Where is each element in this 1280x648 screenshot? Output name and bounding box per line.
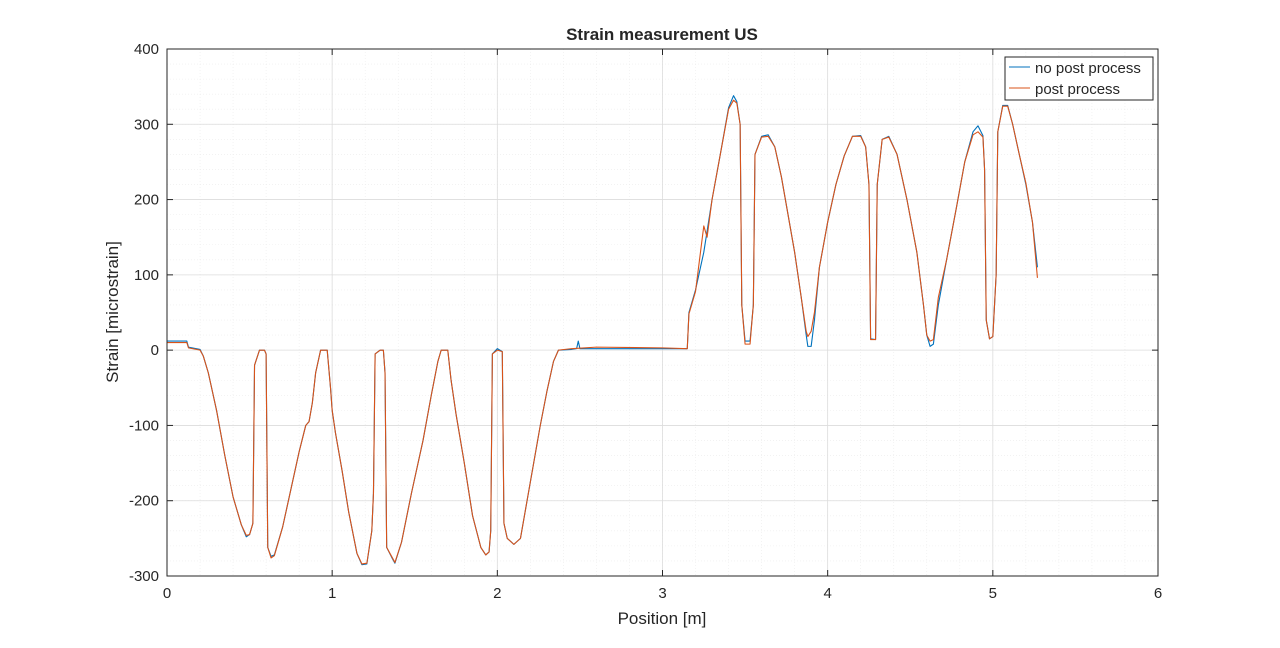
series-layer xyxy=(167,95,1038,566)
y-tick-label: 0 xyxy=(151,342,159,359)
x-tick-label: 3 xyxy=(658,585,666,602)
x-tick-labels: 0 1 2 3 4 5 6 xyxy=(163,585,1162,602)
x-tick-label: 6 xyxy=(1154,585,1162,602)
legend: no post process post process xyxy=(1004,56,1154,101)
y-tick-label: -200 xyxy=(129,493,159,510)
x-tick-label: 5 xyxy=(989,585,997,602)
legend-label-post-process: post process xyxy=(1035,81,1120,98)
y-tick-label: 300 xyxy=(134,116,159,133)
legend-label-no-post-process: no post process xyxy=(1035,60,1141,77)
x-tick-label: 2 xyxy=(493,585,501,602)
y-tick-label: 100 xyxy=(134,267,159,284)
series-line-post-process xyxy=(167,99,1038,565)
x-tick-label: 1 xyxy=(328,585,336,602)
y-tick-label: -300 xyxy=(129,568,159,585)
x-axis-label: Position [m] xyxy=(618,609,707,628)
y-tick-label: 400 xyxy=(134,41,159,58)
axis-ticks xyxy=(166,48,1159,577)
x-tick-label: 0 xyxy=(163,585,171,602)
y-tick-label: -100 xyxy=(129,417,159,434)
x-tick-label: 4 xyxy=(823,585,831,602)
legend-box xyxy=(1004,56,1154,101)
y-axis-label: Strain [microstrain] xyxy=(103,241,122,383)
y-tick-label: 200 xyxy=(134,192,159,209)
chart-title: Strain measurement US xyxy=(566,25,758,44)
y-tick-labels: -300 -200 -100 0 100 200 300 400 xyxy=(129,41,159,585)
